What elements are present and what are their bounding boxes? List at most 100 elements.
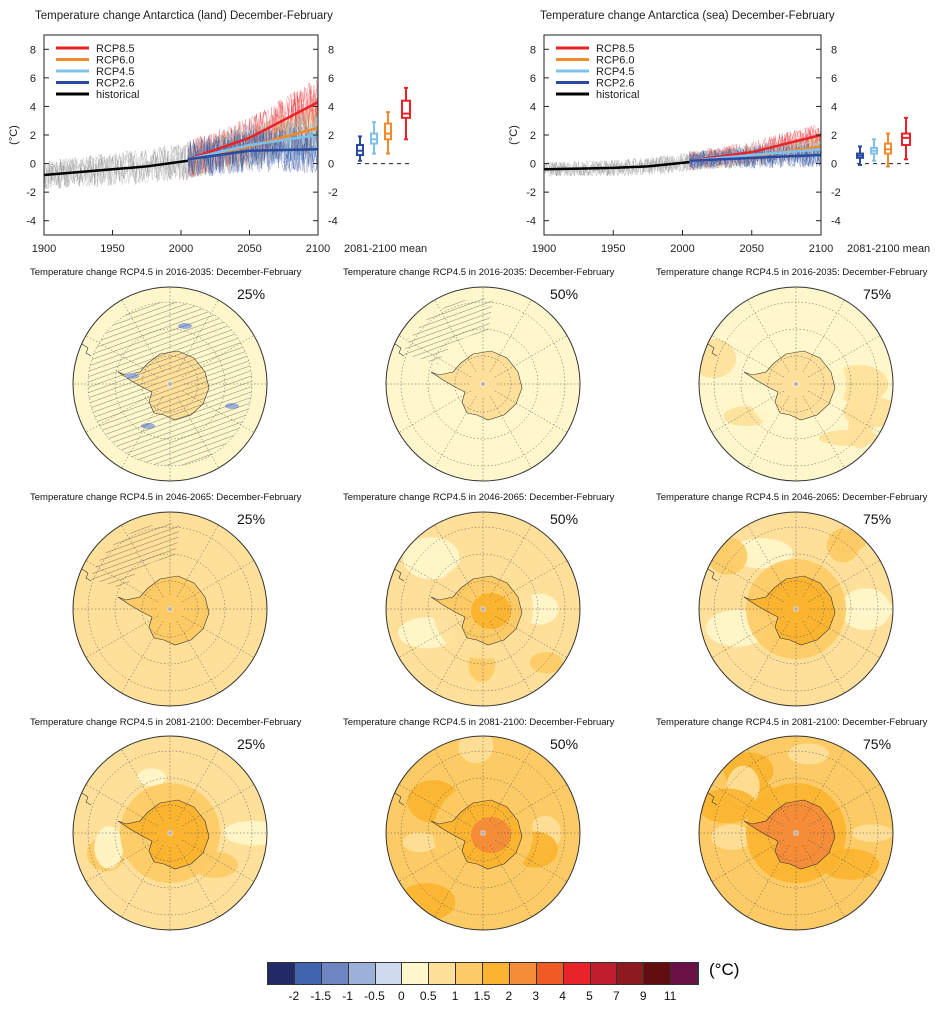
model-run-line (689, 143, 822, 170)
core-anomaly (471, 593, 511, 629)
latitude-circle (114, 553, 226, 665)
colorbar-swatch (617, 963, 645, 984)
x-tick-label: 2100 (306, 243, 330, 255)
colorbar-swatch (456, 963, 483, 984)
plot-area (43, 80, 319, 190)
percentile-label: 25% (237, 736, 266, 752)
anomaly-patch (699, 788, 757, 824)
colorbar-label: 5 (586, 989, 593, 1003)
y-tick-label: 8 (530, 44, 536, 56)
percentile-label: 25% (237, 286, 266, 302)
anomaly-patch (855, 601, 893, 618)
plot-area (543, 124, 822, 178)
colorbar-swatch (563, 963, 591, 984)
colorbar-swatch (375, 963, 403, 984)
south-pole-marker (793, 381, 799, 387)
colorbar-label: 4 (559, 989, 566, 1003)
latitude-circle (427, 328, 539, 440)
south-pole-marker (167, 381, 173, 387)
polar-map (698, 511, 894, 707)
y-tick-label-right: -4 (831, 216, 841, 228)
polar-map (698, 286, 894, 482)
model-run-line (689, 124, 822, 170)
y-tick-label: 6 (530, 73, 536, 85)
y-tick-label-right: 8 (328, 44, 334, 56)
x-tick-label: 2050 (237, 243, 261, 255)
map-content (386, 736, 580, 930)
y-tick-label: 8 (30, 44, 36, 56)
polar-map (72, 511, 268, 707)
model-run-line (43, 145, 189, 190)
model-run-line (689, 128, 822, 169)
x-tick-label: 1950 (100, 243, 124, 255)
legend-entry: RCP8.5 (596, 43, 635, 55)
y-tick-label-right: -2 (831, 187, 841, 199)
latitude-circle (114, 777, 226, 889)
colorbar-label: 0.5 (419, 989, 437, 1003)
mean-line-historical (43, 159, 189, 177)
colorbar-label: 7 (613, 989, 620, 1003)
anomaly-patch (458, 736, 494, 764)
anomaly-patch (851, 824, 893, 842)
inset-label: 2081-2100 mean (847, 243, 930, 255)
polar-map (72, 735, 268, 931)
polar-map (72, 286, 268, 482)
y-tick-label: 0 (30, 159, 36, 171)
map-title: Temperature change RCP4.5 in 2046-2065: … (30, 492, 302, 503)
mean-line-rcp26 (689, 153, 822, 162)
mean-line-historical (543, 160, 690, 171)
colorbar-swatch (321, 963, 349, 984)
y-axis-label: (°C) (8, 125, 20, 145)
colorbar-swatch (294, 963, 322, 984)
legend-entry: RCP6.0 (96, 55, 135, 67)
x-tick-label: 2000 (670, 243, 694, 255)
legend-entry: historical (96, 89, 139, 101)
legend-entry: historical (596, 89, 639, 101)
south-pole-marker (480, 830, 486, 836)
y-tick-label-right: -2 (328, 187, 338, 199)
mean-line-rcp26 (187, 148, 319, 161)
colorbar-swatch (483, 963, 510, 984)
map-title: Temperature change RCP4.5 in 2016-2035: … (343, 267, 615, 278)
y-tick-label: 4 (530, 101, 536, 113)
map-content (73, 512, 267, 706)
model-run-line (43, 144, 189, 188)
y-tick-label: 4 (30, 101, 36, 113)
mean-line-rcp85 (187, 101, 319, 161)
percentile-label: 25% (237, 511, 266, 527)
percentile-label: 75% (863, 286, 892, 302)
map-title: Temperature change RCP4.5 in 2081-2100: … (30, 717, 302, 728)
colorbar-swatch (509, 963, 537, 984)
percentile-label: 50% (550, 736, 579, 752)
colorbar-swatch (644, 963, 672, 984)
south-pole-marker (793, 606, 799, 612)
y-tick-label: -2 (26, 187, 36, 199)
sea-timeseries-chart: -4 -4 -2 -2 0 0 2 2 4 4 6 6 8 8 1900 1950 2000 2050 2100 (°… (508, 34, 930, 255)
model-run-line (187, 114, 319, 173)
antarctica-landmass (743, 575, 836, 646)
model-run-line (187, 129, 319, 177)
model-run-line (187, 109, 319, 177)
latitude-circle (740, 777, 852, 889)
percentile-label: 75% (863, 736, 892, 752)
anomaly-patch (711, 824, 753, 850)
colorbar-label: 3 (532, 989, 540, 1003)
map-border (385, 286, 581, 482)
x-tick-label: 1900 (32, 243, 56, 255)
map-border (698, 511, 894, 707)
legend-entry: RCP2.6 (596, 78, 635, 90)
y-tick-label-right: 0 (831, 159, 837, 171)
latitude-circle (713, 526, 879, 692)
latitude-circle (400, 301, 566, 467)
anomaly-patch (223, 820, 267, 846)
polar-map (385, 286, 581, 482)
latitude-circle (400, 750, 566, 916)
anomaly-patch (402, 832, 438, 853)
map-content (386, 287, 580, 481)
map-border (698, 735, 894, 931)
map-content (73, 736, 267, 930)
y-tick-label-right: 4 (328, 101, 334, 113)
anomaly-patch (137, 768, 167, 787)
colorbar-unit: (°C) (709, 960, 740, 979)
